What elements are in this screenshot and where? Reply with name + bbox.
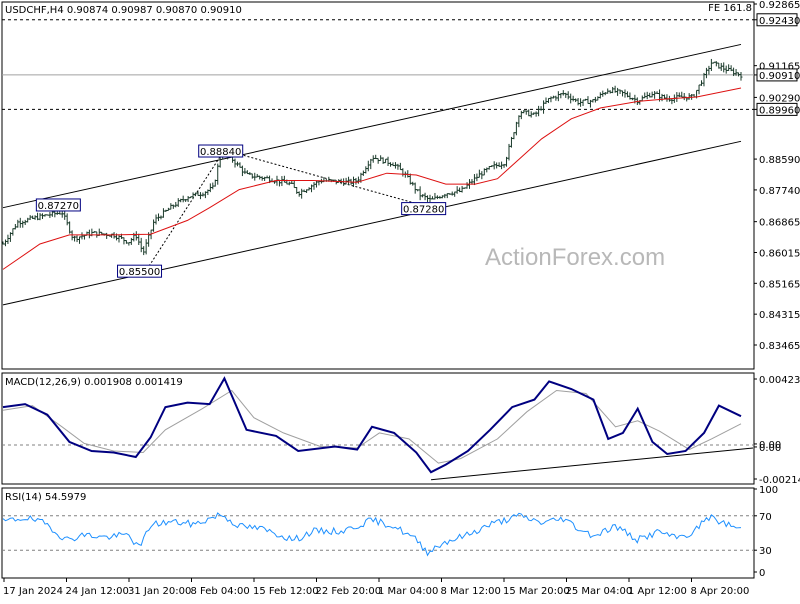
time-tick-label: 1 Mar 04:00	[378, 586, 438, 597]
price-tick-label: 0.90290	[759, 93, 800, 104]
price-tick-box	[756, 102, 798, 116]
annotation-box	[198, 144, 244, 158]
time-tick-label: 15 Feb 12:00	[253, 586, 319, 597]
time-tick-label: 8 Mar 12:00	[441, 586, 501, 597]
price-pane-frame	[1, 1, 755, 370]
annotation-2: 0.88840	[198, 144, 244, 158]
price-tick-label: 0.92430	[759, 16, 800, 27]
annotation-1: 0.85500	[117, 264, 163, 278]
time-tick-label: 25 Mar 04:00	[566, 586, 633, 597]
price-plot-area: 0.87270 0.85500 0.88840 0.87280	[1, 19, 754, 306]
rsi-line	[2, 512, 742, 557]
annotation-label: 0.88840	[200, 147, 241, 158]
annotation-0: 0.87270	[35, 198, 81, 212]
price-tick-box	[756, 68, 798, 82]
macd-tick-label: 0.004237	[759, 375, 800, 386]
rsi-plot-area	[2, 512, 754, 557]
macd-label: MACD(12,26,9) 0.001908 0.001419	[5, 377, 183, 388]
rsi-tick-label: 100	[759, 485, 778, 496]
macd-tick-label: -0.002142	[759, 475, 800, 486]
price-tick-box	[756, 13, 798, 27]
price-tick-label: 0.86015	[759, 248, 800, 259]
swing-line-1	[224, 149, 428, 208]
price-tick-label: 0.90910	[759, 71, 800, 82]
macd-axis: 0.0042370.000.00-0.002142	[754, 375, 800, 486]
rsi-tick-label: 30	[759, 546, 772, 557]
time-tick-label: 8 Apr 20:00	[691, 586, 750, 597]
time-tick-label: 1 Apr 12:00	[628, 586, 687, 597]
rsi-axis: 100 70 30 0	[754, 485, 778, 579]
annotation-box	[117, 264, 163, 278]
watermark: ActionForex.com	[485, 244, 665, 271]
time-tick-label: 24 Jan 12:00	[66, 586, 129, 597]
macd-signal-line	[2, 389, 742, 464]
macd-tick-label: 0.00	[759, 440, 781, 451]
price-tick-label: 0.88590	[759, 155, 800, 166]
moving-average-line	[2, 87, 742, 270]
price-tick-label: 0.84315	[759, 310, 800, 321]
macd-main-line	[2, 376, 742, 474]
annotation-label: 0.85500	[119, 267, 160, 278]
price-tick-label: 0.83465	[759, 341, 800, 352]
price-tick-label: 0.85165	[759, 279, 800, 290]
price-tick-label: 0.86865	[759, 218, 800, 229]
macd-pane-frame	[1, 372, 755, 485]
macd-tick-label: 0.00	[759, 443, 781, 454]
time-axis: 17 Jan 2024 24 Jan 12:00 31 Jan 20:00 8 Feb…	[3, 578, 749, 597]
price-tick-label: 0.89960	[759, 105, 800, 116]
symbol-header: USDCHF,H4 0.90874 0.90987 0.90870 0.9091…	[5, 5, 242, 16]
fe-label: FE 161.8	[708, 3, 752, 14]
time-tick-label: 31 Jan 20:00	[128, 586, 191, 597]
time-tick-label: 17 Jan 2024	[3, 586, 63, 597]
annotation-box	[401, 202, 447, 216]
price-tick-label: 0.91165	[759, 62, 800, 73]
macd-trend-line	[430, 447, 754, 481]
time-tick-label: 22 Feb 20:00	[316, 586, 382, 597]
rsi-tick-label: 70	[759, 512, 772, 523]
annotation-label: 0.87270	[38, 201, 79, 212]
channel-line-1	[2, 43, 742, 209]
annotation-3: 0.87280	[401, 202, 447, 216]
rsi-tick-label: 0	[759, 568, 765, 579]
annotation-label: 0.87280	[403, 205, 444, 216]
price-tick-label: 0.87740	[759, 186, 800, 197]
time-tick-label: 8 Feb 04:00	[191, 586, 250, 597]
time-tick-label: 15 Mar 20:00	[503, 586, 570, 597]
macd-plot-area	[2, 376, 754, 481]
rsi-pane-frame	[1, 487, 755, 579]
annotation-box	[35, 198, 81, 212]
price-tick-label: 0.92865	[759, 0, 800, 11]
rsi-label: RSI(14) 54.5979	[5, 492, 86, 503]
